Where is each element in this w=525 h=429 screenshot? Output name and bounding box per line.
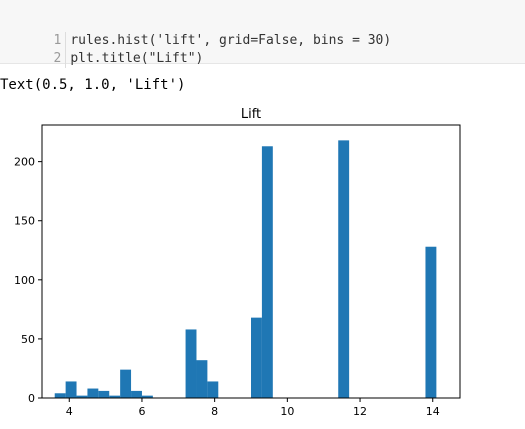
histogram-bar: [207, 381, 219, 398]
x-tick-label: 4: [66, 405, 73, 418]
chart-title: Lift: [241, 107, 261, 122]
histogram-bar: [338, 140, 350, 398]
histogram-bar: [185, 329, 197, 398]
histogram-bar: [141, 395, 153, 398]
histogram-bar: [65, 381, 77, 398]
output-text: Text(0.5, 1.0, 'Lift'): [0, 77, 186, 93]
histogram-bar: [98, 390, 110, 398]
line-number: 2: [31, 50, 67, 68]
histogram-bar: [109, 395, 121, 398]
histogram-bar: [196, 360, 208, 398]
y-tick-label: 150: [14, 215, 35, 228]
histogram-chart: 4 6 8 10 12 14 0 50 100 150 200 Lift: [14, 107, 461, 418]
y-tick-label: 200: [14, 156, 35, 169]
y-tick-label: 100: [14, 274, 35, 287]
x-tick-label: 14: [426, 405, 440, 418]
histogram-bar: [87, 388, 99, 398]
histogram-bar: [120, 369, 132, 398]
x-tick-label: 10: [280, 405, 294, 418]
histogram-bar: [425, 246, 437, 398]
plot-frame: [41, 124, 461, 399]
x-tick-label: 6: [138, 405, 145, 418]
histogram-bar: [261, 146, 273, 398]
x-tick-label: 12: [353, 405, 367, 418]
code-text: plt.title("Lift"): [70, 51, 204, 66]
histogram-bar: [131, 390, 142, 398]
code-cell[interactable]: 1 rules.hist('lift', grid=False, bins = 3…: [0, 0, 525, 68]
code-line-2[interactable]: 2 plt.title("Lift"): [0, 32, 203, 68]
y-tick-label: 50: [21, 333, 35, 346]
histogram-bar: [54, 393, 66, 398]
y-tick-label: 0: [28, 392, 35, 405]
histogram-bar: [76, 395, 88, 398]
code-line-1[interactable]: 1 rules.hist('lift', grid=False, bins = 3…: [0, 14, 391, 50]
line-number: 1: [31, 32, 67, 50]
histogram-bar: [251, 317, 262, 398]
code-text: rules.hist('lift', grid=False, bins = 30…: [70, 33, 392, 48]
x-tick-label: 8: [211, 405, 218, 418]
